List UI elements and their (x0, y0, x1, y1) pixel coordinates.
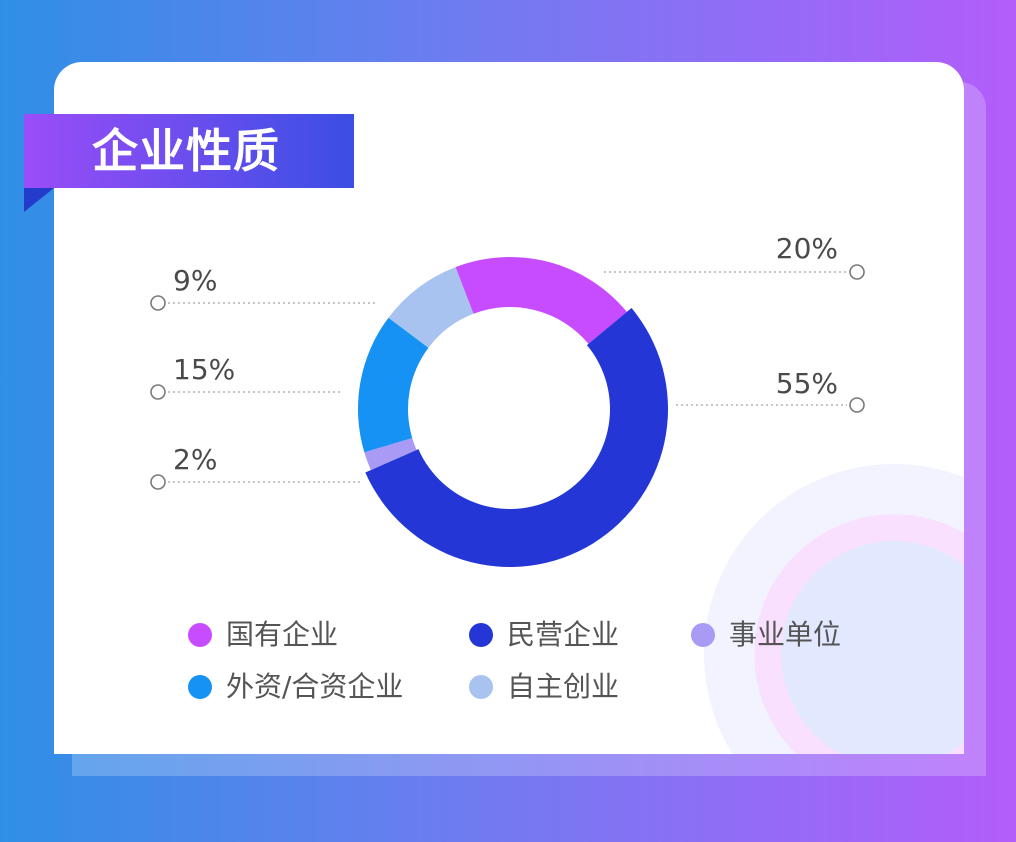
slice-private (365, 308, 668, 567)
slice-public-institution (364, 438, 417, 471)
chart-title: 企业性质 (92, 124, 280, 178)
legend-item-private: 民营企业 (469, 621, 619, 649)
legend-dot-private (469, 623, 493, 647)
legend-label-public-institution: 事业单位 (729, 618, 842, 651)
legend-dot-state-owned (188, 623, 212, 647)
leader-endpoint-public-institution (150, 474, 166, 490)
leader-endpoint-self-employed (150, 295, 166, 311)
data-label-foreign-joint: 15% (173, 353, 235, 386)
legend-label-foreign-joint: 外资/合资企业 (226, 670, 404, 703)
legend-dot-foreign-joint (188, 675, 212, 699)
legend-dot-public-institution (691, 623, 715, 647)
data-label-public-institution: 2% (173, 443, 217, 476)
legend-dot-self-employed (469, 675, 493, 699)
slice-state-owned (455, 256, 627, 344)
title-badge: 企业性质 (24, 114, 354, 188)
legend-item-self-employed: 自主创业 (469, 673, 619, 701)
data-label-self-employed: 9% (173, 264, 217, 297)
leader-endpoint-foreign-joint (150, 384, 166, 400)
title-fold (24, 188, 54, 212)
legend-label-private: 民营企业 (507, 618, 620, 651)
legend-item-state-owned: 国有企业 (188, 621, 338, 649)
slice-foreign-joint (358, 317, 429, 453)
leader-endpoint-private (849, 397, 865, 413)
legend-label-state-owned: 国有企业 (226, 618, 339, 651)
legend-item-foreign-joint: 外资/合资企业 (188, 673, 403, 701)
data-label-private: 55% (776, 367, 838, 400)
legend-item-public-institution: 事业单位 (691, 621, 841, 649)
legend-label-self-employed: 自主创业 (507, 670, 620, 703)
leader-endpoint-state-owned (849, 264, 865, 280)
slice-self-employed (388, 267, 474, 348)
data-label-state-owned: 20% (776, 232, 838, 265)
